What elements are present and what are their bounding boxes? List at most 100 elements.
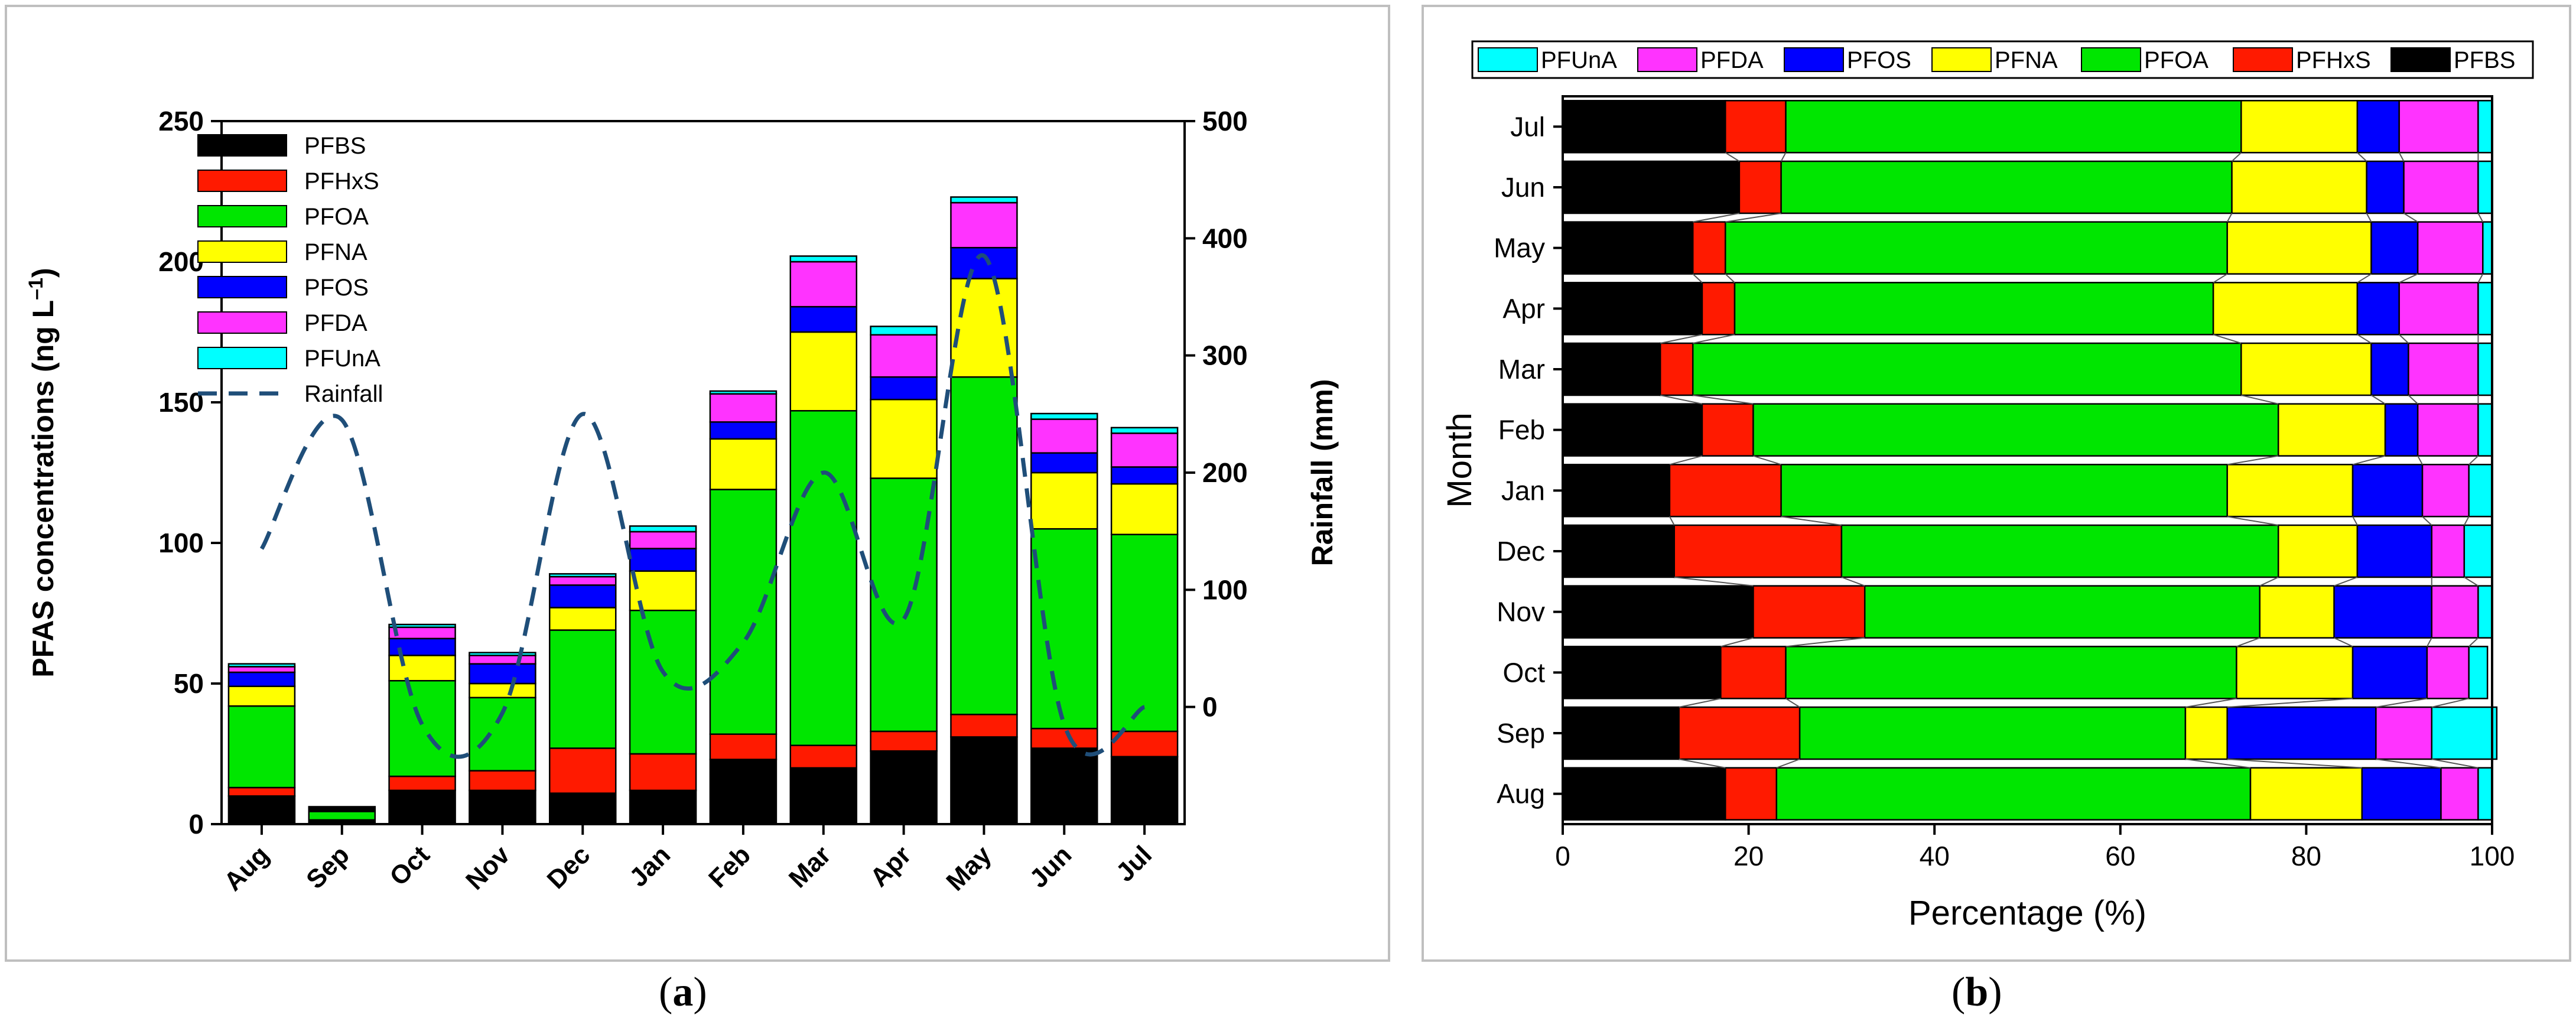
connector-pfda-5: [2468, 455, 2479, 466]
hbar-pfoa-jun: [1780, 160, 2233, 214]
bar-pfos-dec: [549, 584, 617, 609]
hbar-pfbs-oct: [1562, 646, 1722, 699]
hbar-pfbs-dec: [1562, 524, 1676, 578]
connector-pfbs-1: [1679, 698, 1721, 708]
hbar-pfda-mar: [2408, 342, 2479, 396]
bar-pfoa-may: [950, 376, 1018, 715]
legend-swatch-pfda: [197, 311, 287, 334]
ytick-label-mar: Mar: [1498, 354, 1545, 385]
connector-pfna-7: [2357, 334, 2372, 344]
bar-pfna-may: [950, 278, 1018, 378]
legend-b-label-pfda: PFDA: [1700, 47, 1764, 73]
legend-label-pfuna: PFUnA: [304, 346, 380, 372]
bar-pfuna-oct: [388, 623, 456, 629]
hbar-pfda-jun: [2403, 160, 2479, 214]
connector-pfna-6: [2370, 395, 2386, 405]
rainfall-line: [259, 253, 1146, 759]
bar-pfda-jan: [629, 531, 697, 549]
ytick-label-nov: Nov: [1497, 597, 1545, 627]
hbar-pfna-nov: [2259, 585, 2335, 639]
hbar-pfna-dec: [2277, 524, 2359, 578]
y2tick-label-300: 300: [1202, 340, 1248, 371]
hbar-pfna-feb: [2277, 403, 2386, 457]
hbar-pfda-jul: [2398, 100, 2479, 154]
connector-pfos-4: [2422, 516, 2432, 526]
connector-pfhxs-10: [1780, 152, 1787, 162]
xtick-b-label-40: 40: [1920, 841, 1950, 871]
hbar-pfhxs-jul: [1725, 100, 1787, 154]
legend-swatch-pfna: [197, 240, 287, 263]
y2tick-label-0: 0: [1202, 692, 1218, 723]
bar-pfos-may: [950, 246, 1018, 279]
bar-pfuna-aug: [227, 663, 296, 668]
bar-pfhxs-jan: [629, 753, 697, 792]
bar-pfuna-sep: [308, 806, 376, 808]
legend-label-pfhxs: PFHxS: [304, 168, 379, 194]
xtick-b-label-60: 60: [2105, 841, 2135, 871]
connector-pfna-2: [2334, 637, 2353, 647]
hbar-pfuna-jul: [2477, 100, 2493, 154]
bar-pfbs-may: [950, 736, 1018, 825]
xtick-label-mar: Mar: [783, 840, 837, 893]
hbar-pfuna-jan: [2468, 464, 2493, 518]
xtick-label-aug: Aug: [219, 840, 275, 896]
hbar-pfbs-jun: [1562, 160, 1741, 214]
bar-pfuna-apr: [870, 326, 938, 336]
hbar-pfda-dec: [2431, 524, 2466, 578]
legend-label-pfda: PFDA: [304, 310, 367, 336]
bar-pfna-aug: [227, 685, 296, 707]
hbar-pfna-jun: [2231, 160, 2367, 214]
xtick-label-apr: Apr: [864, 840, 916, 892]
bar-pfbs-jul: [1110, 756, 1179, 825]
legend-label-pfos: PFOS: [304, 275, 369, 301]
bar-pfbs-dec: [549, 792, 617, 825]
connector-pfos-2: [2427, 637, 2432, 647]
hbar-pfos-feb: [2384, 403, 2419, 457]
legend-b-label-pfna: PFNA: [1995, 47, 2058, 73]
ytick-label-apr: Apr: [1502, 293, 1545, 324]
connector-pfos-1: [2376, 698, 2428, 708]
ytick-label-jan: Jan: [1501, 475, 1545, 506]
bar-pfda-jun: [1030, 418, 1098, 454]
connector-pfbs-2: [1720, 637, 1754, 647]
hbar-pfoa-may: [1725, 221, 2228, 275]
connector-pfhxs-5: [1753, 455, 1781, 466]
bar-pfda-may: [950, 201, 1018, 249]
xtick-b-label-100: 100: [2470, 841, 2515, 871]
connector-pfna-9: [2366, 213, 2372, 223]
connector-pfoa-4: [2227, 516, 2279, 526]
connector-pfos-7: [2399, 334, 2409, 344]
connector-pfbs-4: [1669, 516, 1675, 526]
hbar-pfna-may: [2226, 221, 2372, 275]
plot-frame-b: [1562, 95, 2493, 825]
hbar-pfna-mar: [2240, 342, 2372, 396]
hbar-pfos-apr: [2356, 282, 2400, 336]
legend-label-pfna: PFNA: [304, 239, 367, 265]
legend-label-rainfall: Rainfall: [304, 381, 383, 407]
hbar-pfuna-aug: [2477, 767, 2493, 821]
bar-pfna-jun: [1030, 471, 1098, 530]
hbar-pfda-jan: [2421, 464, 2470, 518]
y2tick-label-500: 500: [1202, 106, 1248, 136]
bar-pfuna-dec: [549, 573, 617, 578]
hbar-pfbs-feb: [1562, 403, 1703, 457]
ytick-label-50: 50: [174, 668, 204, 699]
bar-pfna-oct: [388, 655, 456, 682]
xtick-b-label-0: 0: [1555, 841, 1570, 871]
bar-pfuna-jan: [629, 525, 697, 533]
hbar-pfoa-mar: [1692, 342, 2242, 396]
hbar-pfuna-nov: [2477, 585, 2493, 639]
hbar-pfda-aug: [2440, 767, 2479, 821]
legend-b-swatch-pfos: [1784, 47, 1844, 72]
hbar-pfuna-jun: [2477, 160, 2493, 214]
connector-pfoa-3: [2259, 577, 2279, 587]
ytick-label-oct: Oct: [1502, 657, 1545, 688]
bar-pfos-jul: [1110, 466, 1179, 485]
bar-pfhxs-apr: [870, 730, 938, 752]
bar-pfhxs-nov: [469, 770, 536, 792]
bar-pfbs-jun: [1030, 747, 1098, 825]
bar-pfhxs-oct: [388, 775, 456, 792]
connector-pfna-0: [2227, 759, 2362, 769]
y-axis-title-main: PFAS concentrations (ng L: [27, 300, 60, 678]
bar-pfda-jul: [1110, 432, 1179, 468]
